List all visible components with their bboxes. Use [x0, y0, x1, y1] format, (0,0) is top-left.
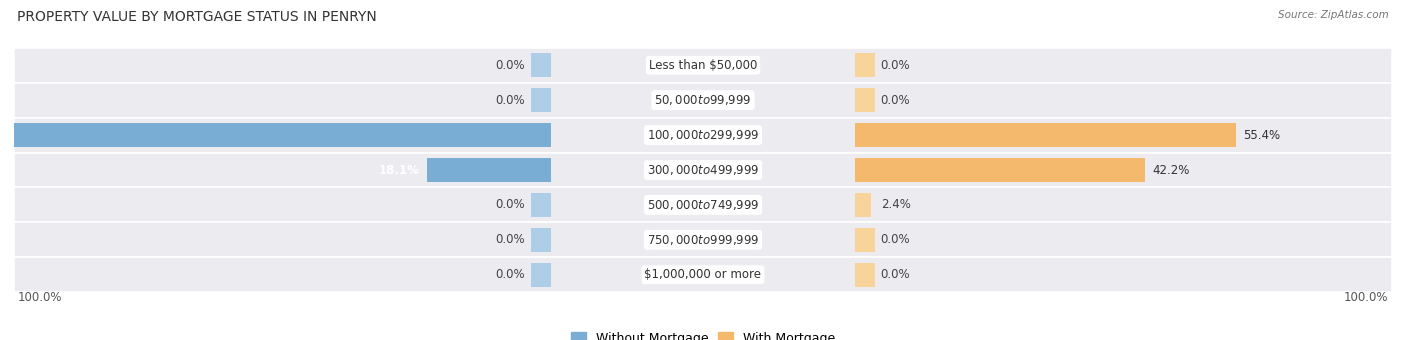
- Text: Source: ZipAtlas.com: Source: ZipAtlas.com: [1278, 10, 1389, 20]
- Bar: [0, 123, 551, 147]
- Text: 0.0%: 0.0%: [880, 59, 910, 72]
- Bar: [855, 193, 872, 217]
- Bar: [14, 118, 1392, 153]
- Bar: [531, 263, 551, 287]
- Text: 2.4%: 2.4%: [880, 199, 911, 211]
- Bar: [855, 88, 875, 112]
- Text: PROPERTY VALUE BY MORTGAGE STATUS IN PENRYN: PROPERTY VALUE BY MORTGAGE STATUS IN PEN…: [17, 10, 377, 24]
- Text: 0.0%: 0.0%: [880, 94, 910, 107]
- Text: 55.4%: 55.4%: [1243, 129, 1281, 141]
- Bar: [14, 83, 1392, 118]
- Bar: [531, 53, 551, 77]
- Text: 18.1%: 18.1%: [380, 164, 420, 176]
- Text: 100.0%: 100.0%: [1344, 291, 1389, 304]
- Text: $100,000 to $299,999: $100,000 to $299,999: [647, 128, 759, 142]
- Bar: [14, 48, 1392, 83]
- Text: 100.0%: 100.0%: [17, 291, 62, 304]
- Text: 42.2%: 42.2%: [1152, 164, 1189, 176]
- Bar: [855, 53, 875, 77]
- Bar: [14, 257, 1392, 292]
- Text: $300,000 to $499,999: $300,000 to $499,999: [647, 163, 759, 177]
- Bar: [531, 193, 551, 217]
- Text: 0.0%: 0.0%: [496, 268, 526, 281]
- Text: 0.0%: 0.0%: [496, 199, 526, 211]
- Text: $1,000,000 or more: $1,000,000 or more: [644, 268, 762, 281]
- Bar: [531, 88, 551, 112]
- Text: 0.0%: 0.0%: [496, 233, 526, 246]
- Text: Less than $50,000: Less than $50,000: [648, 59, 758, 72]
- Text: 0.0%: 0.0%: [496, 59, 526, 72]
- Bar: [14, 187, 1392, 222]
- Text: 0.0%: 0.0%: [496, 94, 526, 107]
- Bar: [855, 123, 1236, 147]
- Bar: [531, 228, 551, 252]
- Bar: [427, 158, 551, 182]
- Bar: [855, 263, 875, 287]
- Text: $50,000 to $99,999: $50,000 to $99,999: [654, 93, 752, 107]
- Legend: Without Mortgage, With Mortgage: Without Mortgage, With Mortgage: [565, 327, 841, 340]
- Bar: [14, 222, 1392, 257]
- Bar: [855, 158, 1146, 182]
- Text: 0.0%: 0.0%: [880, 268, 910, 281]
- Text: $750,000 to $999,999: $750,000 to $999,999: [647, 233, 759, 247]
- Text: 0.0%: 0.0%: [880, 233, 910, 246]
- Bar: [14, 153, 1392, 187]
- Text: $500,000 to $749,999: $500,000 to $749,999: [647, 198, 759, 212]
- Bar: [855, 228, 875, 252]
